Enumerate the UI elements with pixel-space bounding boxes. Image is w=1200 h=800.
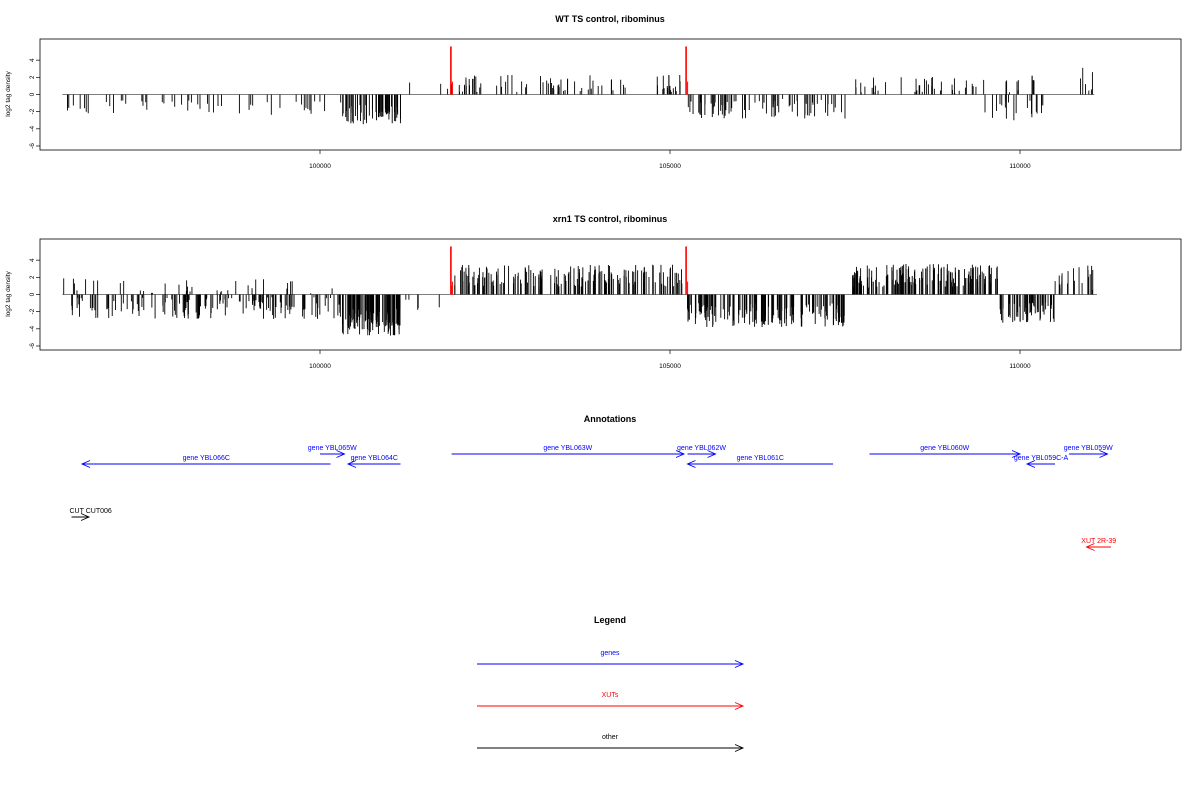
legend-arrow [477,660,745,668]
feature-list: gene YBL066C gene YBL065W gene YBL064C gene… [70,445,1116,551]
feature-arrow [451,450,686,458]
y-axis-label: log2 tag density [5,270,12,316]
arrow-head [675,450,686,458]
arrow-head [346,460,357,468]
feature-label: gene YBL064C [351,455,398,462]
panel-title: xrn1 TS control, ribominus [553,214,668,224]
wt-panel: WT TS control, ribominus log2 tag densit… [5,14,1182,170]
x-tick-label: 100000 [309,363,331,370]
arrow-head [686,460,696,468]
feature-label: CUT CUT006 [70,508,112,515]
feature-arrow [687,450,717,458]
arrow-head [1025,460,1036,468]
feature-gene: gene YBL060W [869,445,1022,458]
x-tick-label: 105000 [659,163,681,170]
legend-item-xut: XUTs [477,692,745,710]
feature-arrow [1085,543,1111,551]
arrow-head [80,513,91,521]
feature-label: gene YBL059C-A [1014,455,1069,462]
legend-items: genes XUTs other [477,650,745,752]
feature-gene: gene YBL064C [346,455,401,468]
legend-item-other: other [477,734,745,752]
arrow-head [734,702,745,710]
feature-arrow [80,460,331,468]
y-tick-label: 0 [29,92,36,96]
legend-title: Legend [594,615,626,625]
legend: Legend genes XUTs other [477,615,745,752]
y-tick-label: 2 [29,75,36,79]
arrow-head [1099,450,1109,458]
legend-arrow [477,702,745,710]
x-axis: 100000 105000 110000 [309,350,1031,370]
annotations-title: Annotations [584,414,637,424]
y-tick-label: 0 [29,292,36,296]
feature-arrow [1025,460,1055,468]
y-tick-label: -2 [29,108,36,114]
feature-arrow [320,450,346,458]
x-tick-label: 105000 [659,363,681,370]
y-tick-label: -4 [29,326,36,332]
feature-arrow [869,450,1022,458]
legend-arrow [477,744,745,752]
feature-label: gene YBL059W [1064,445,1113,452]
y-axis: -6 -4 -2 0 2 4 [29,58,40,149]
feature-arrow [71,513,91,521]
y-tick-label: -6 [29,343,36,349]
arrow-head [707,450,717,458]
y-axis-label: log2 tag density [5,70,12,116]
y-tick-label: -2 [29,308,36,314]
feature-arrow [346,460,401,468]
y-tick-label: -6 [29,143,36,149]
xrn1-panel: xrn1 TS control, ribominus log2 tag dens… [5,214,1182,370]
feature-gene: gene YBL063W [451,445,686,458]
arrow-head [1085,543,1095,551]
feature-label: gene YBL066C [183,455,230,462]
feature-other: CUT CUT006 [70,508,112,521]
bar-series [62,246,1097,336]
legend-label: genes [600,650,620,657]
bar-series [62,46,1095,125]
arrow-head [734,660,745,668]
feature-gene: gene YBL061C [686,455,834,468]
feature-label: gene YBL061C [737,455,784,462]
legend-label: XUTs [602,692,619,699]
feature-gene: gene YBL066C [80,455,331,468]
y-tick-label: 4 [29,258,36,262]
y-tick-label: -4 [29,126,36,132]
feature-xut: XUT 2R-39 [1081,538,1116,551]
feature-gene: gene YBL059W [1064,445,1113,458]
feature-gene: gene YBL062W [677,445,726,458]
feature-label: gene YBL063W [543,445,592,452]
feature-arrow [1069,450,1109,458]
arrow-head [336,450,346,458]
y-axis: -6 -4 -2 0 2 4 [29,258,40,349]
feature-label: gene YBL060W [920,445,969,452]
arrow-head [1011,450,1022,458]
arrow-head [80,460,91,468]
legend-label: other [602,734,619,741]
feature-gene: gene YBL065W [308,445,357,458]
y-tick-label: 4 [29,58,36,62]
feature-gene: gene YBL059C-A [1014,455,1069,468]
x-tick-label: 100000 [309,163,331,170]
feature-label: gene YBL062W [677,445,726,452]
x-tick-label: 110000 [1009,363,1031,370]
feature-label: XUT 2R-39 [1081,538,1116,545]
x-tick-label: 110000 [1009,163,1031,170]
feature-arrow [686,460,834,468]
arrow-head [734,744,745,752]
feature-label: gene YBL065W [308,445,357,452]
panel-title: WT TS control, ribominus [555,14,665,24]
legend-item-gene: genes [477,650,745,668]
y-tick-label: 2 [29,275,36,279]
x-axis: 100000 105000 110000 [309,150,1031,170]
